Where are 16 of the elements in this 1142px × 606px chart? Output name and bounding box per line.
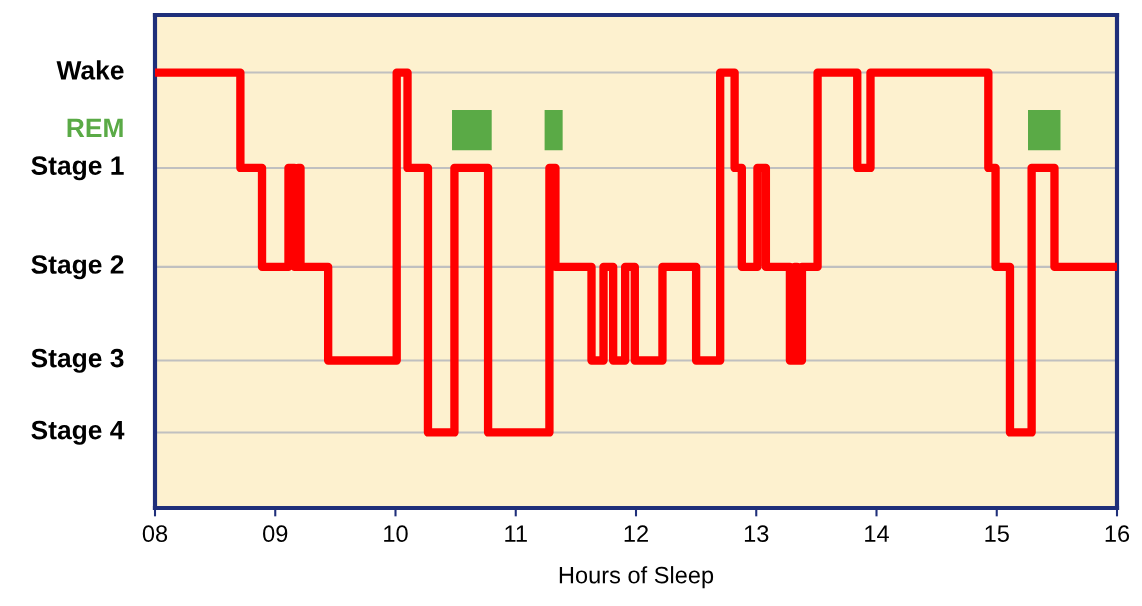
- ref-line-label: Stage 2: [31, 255, 124, 280]
- x-tick-label: 13: [744, 525, 769, 543]
- x-tick-label: 15: [985, 525, 1009, 543]
- x-tick-label: 09: [263, 525, 288, 543]
- ref-line-label: Wake: [56, 60, 124, 80]
- text: REM: [67, 118, 123, 137]
- x-tick-label: 12: [624, 525, 648, 542]
- x-tick-label: 16: [1105, 525, 1130, 543]
- x-tick-label: 10: [384, 525, 408, 543]
- ref-line-label: Stage 3: [31, 348, 124, 373]
- ref-line-label: Stage 4: [31, 420, 125, 445]
- ref-line-label: Stage 1: [31, 156, 124, 181]
- x-axis-title: Hours of Sleep: [559, 566, 714, 589]
- x-tick-label: 11: [505, 525, 527, 542]
- x-tick-label: 08: [142, 525, 168, 543]
- x-tick-label: 14: [865, 525, 889, 542]
